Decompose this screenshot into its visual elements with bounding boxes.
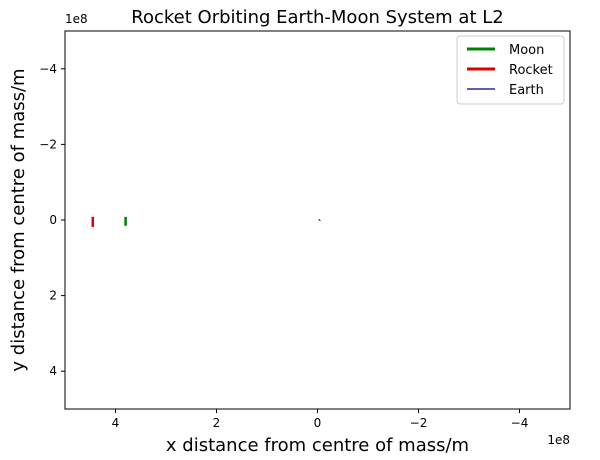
y-tick-label: 4 [49, 364, 57, 378]
x-axis-offset-label: 1e8 [547, 433, 570, 447]
y-axis-label: y distance from centre of mass/m [8, 68, 29, 371]
legend-label-earth: Earth [509, 83, 544, 98]
legend-label-moon: Moon [509, 43, 544, 58]
chart-title: Rocket Orbiting Earth-Moon System at L2 [131, 7, 503, 28]
x-axis: 4 2 0 −2 −4 [112, 409, 529, 430]
legend-label-rocket: Rocket [509, 63, 553, 78]
x-tick-label: −2 [410, 416, 428, 430]
series-layer [91, 216, 321, 227]
y-tick-label: −2 [39, 137, 57, 151]
y-tick-label: 2 [49, 289, 57, 303]
legend: Moon Rocket Earth [456, 35, 565, 105]
x-tick-label: 2 [213, 416, 221, 430]
series-line-earth [318, 218, 321, 222]
y-axis: −4 −2 0 2 4 [39, 62, 65, 378]
y-axis-offset-label: 1e8 [65, 12, 88, 26]
y-tick-label: −4 [39, 62, 57, 76]
x-axis-label: x distance from centre of mass/m [166, 435, 469, 456]
x-tick-label: 0 [314, 416, 322, 430]
y-tick-label: 0 [49, 213, 57, 227]
x-tick-label: 4 [112, 416, 120, 430]
x-tick-label: −4 [511, 416, 529, 430]
legend-box [456, 35, 565, 105]
